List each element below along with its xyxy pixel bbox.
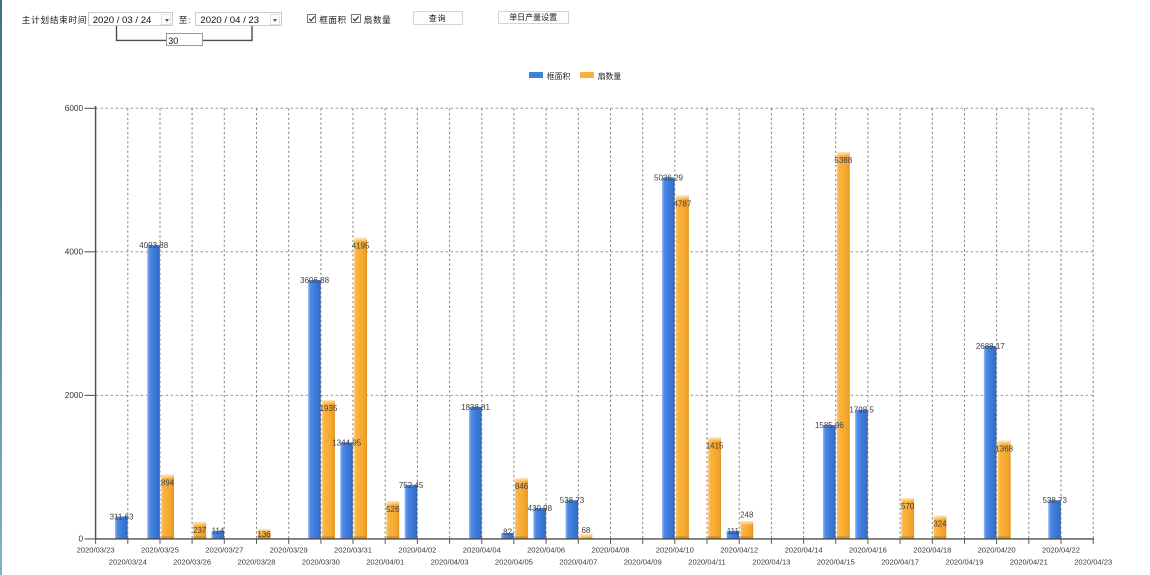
svg-text:2020/03/24: 2020/03/24 <box>109 557 147 566</box>
svg-text:2020/04/17: 2020/04/17 <box>881 557 919 566</box>
svg-text:2020/04/05: 2020/04/05 <box>495 557 533 566</box>
svg-text:2020/04/16: 2020/04/16 <box>849 545 887 554</box>
svg-text:2020/04/21: 2020/04/21 <box>1010 557 1048 566</box>
svg-text:248: 248 <box>740 510 754 519</box>
svg-text:2020/03/27: 2020/03/27 <box>205 545 243 554</box>
svg-text:4195: 4195 <box>352 242 370 251</box>
svg-text:2020/04/15: 2020/04/15 <box>817 557 855 566</box>
svg-text:1798.5: 1798.5 <box>849 406 874 415</box>
svg-text:136: 136 <box>257 530 271 539</box>
svg-text:538.73: 538.73 <box>1042 496 1067 505</box>
svg-text:2020/04/04: 2020/04/04 <box>463 545 501 554</box>
svg-text:5036.29: 5036.29 <box>654 173 683 182</box>
svg-text:2020/04/12: 2020/04/12 <box>720 545 758 554</box>
svg-text:2020/04/18: 2020/04/18 <box>913 545 951 554</box>
svg-text:1344.95: 1344.95 <box>332 438 361 447</box>
svg-text:2020/04/06: 2020/04/06 <box>527 545 565 554</box>
svg-text:2020/03/26: 2020/03/26 <box>173 557 211 566</box>
svg-text:2020/04/10: 2020/04/10 <box>656 545 694 554</box>
svg-text:2020/03/28: 2020/03/28 <box>237 557 275 566</box>
svg-text:1935: 1935 <box>320 404 338 413</box>
svg-text:6000: 6000 <box>65 104 84 113</box>
svg-text:5388: 5388 <box>834 156 852 165</box>
svg-text:324: 324 <box>933 520 947 529</box>
svg-text:2020/04/03: 2020/04/03 <box>431 557 469 566</box>
svg-text:2020/04/08: 2020/04/08 <box>591 545 629 554</box>
svg-text:0: 0 <box>78 535 83 544</box>
svg-text:111: 111 <box>727 527 740 536</box>
svg-text:2020/04/20: 2020/04/20 <box>978 545 1016 554</box>
svg-text:2020/03/25: 2020/03/25 <box>141 545 179 554</box>
svg-text:4000: 4000 <box>65 248 84 257</box>
svg-text:3606.88: 3606.88 <box>300 276 329 285</box>
svg-text:2000: 2000 <box>65 391 84 400</box>
svg-text:894: 894 <box>161 479 175 488</box>
svg-text:1585.96: 1585.96 <box>815 421 844 430</box>
svg-text:2020/04/23: 2020/04/23 <box>1074 557 1112 566</box>
svg-text:311.63: 311.63 <box>110 512 134 521</box>
svg-text:2020/04/09: 2020/04/09 <box>624 557 662 566</box>
svg-text:2020/03/31: 2020/03/31 <box>334 545 372 554</box>
svg-text:2020/04/13: 2020/04/13 <box>752 557 790 566</box>
svg-text:2020/04/07: 2020/04/07 <box>559 557 597 566</box>
svg-text:4093.88: 4093.88 <box>139 241 168 250</box>
svg-text:430.98: 430.98 <box>528 504 553 513</box>
svg-text:1368: 1368 <box>995 445 1013 454</box>
svg-text:526: 526 <box>386 505 400 514</box>
svg-text:538.73: 538.73 <box>560 496 585 505</box>
svg-text:752.45: 752.45 <box>399 481 424 490</box>
svg-text:4787: 4787 <box>674 199 692 208</box>
svg-text:846: 846 <box>515 482 529 491</box>
svg-text:2020/04/14: 2020/04/14 <box>785 545 823 554</box>
svg-text:2020/03/29: 2020/03/29 <box>270 545 308 554</box>
svg-text:237: 237 <box>193 526 207 535</box>
svg-text:2020/03/23: 2020/03/23 <box>77 545 115 554</box>
svg-text:2020/04/19: 2020/04/19 <box>945 557 983 566</box>
svg-text:1415: 1415 <box>706 441 724 450</box>
svg-text:2020/03/30: 2020/03/30 <box>302 557 340 566</box>
svg-text:2020/04/11: 2020/04/11 <box>688 557 725 566</box>
svg-text:114: 114 <box>212 527 225 536</box>
svg-text:82: 82 <box>503 527 512 536</box>
svg-text:2020/04/01: 2020/04/01 <box>366 557 404 566</box>
svg-text:570: 570 <box>901 502 915 511</box>
svg-text:68: 68 <box>581 526 590 535</box>
svg-text:2688.17: 2688.17 <box>976 342 1005 351</box>
svg-text:2020/04/02: 2020/04/02 <box>398 545 436 554</box>
svg-text:1838.81: 1838.81 <box>461 403 490 412</box>
svg-text:2020/04/22: 2020/04/22 <box>1042 545 1080 554</box>
